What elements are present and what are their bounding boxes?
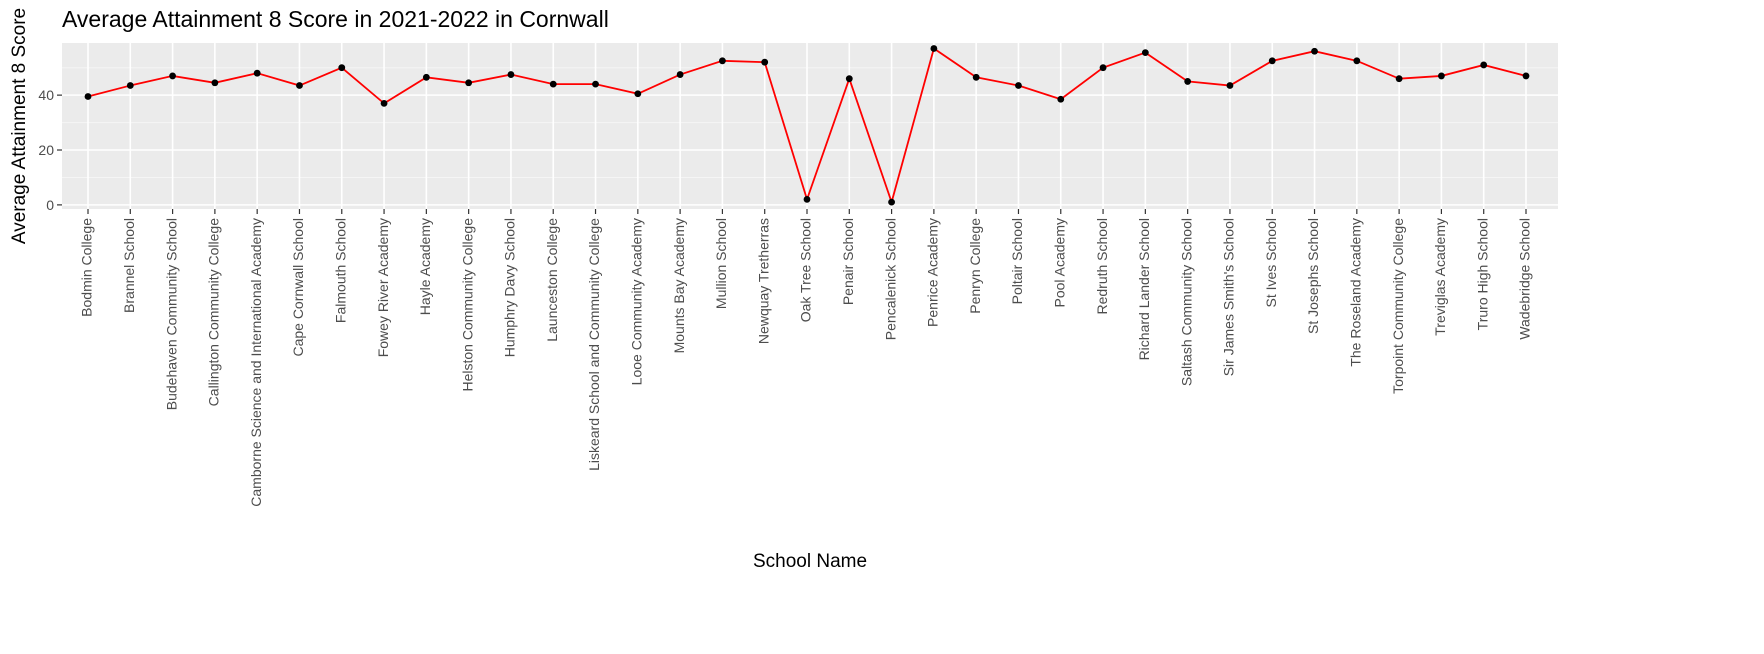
x-tick-label: Humphry Davy School	[502, 218, 518, 357]
x-tick-label: Pool Academy	[1051, 218, 1067, 308]
data-point	[888, 198, 895, 206]
x-tick-label: Bodmin College	[79, 218, 95, 317]
data-point	[972, 73, 980, 81]
data-point	[422, 73, 430, 81]
data-point	[1438, 72, 1445, 80]
x-tick-label: Torpoint Community College	[1390, 218, 1406, 394]
data-point	[930, 45, 938, 52]
x-tick-label: Liskeard School and Community College	[586, 218, 602, 471]
x-tick-label: Richard Lander School	[1136, 218, 1152, 360]
data-point	[719, 57, 726, 65]
y-axis-title: Average Attainment 8 Score	[9, 8, 30, 244]
data-point	[465, 79, 473, 87]
data-point	[592, 80, 599, 88]
data-point	[169, 72, 176, 80]
data-point	[211, 79, 219, 87]
x-tick-label: St Josephs School	[1305, 218, 1321, 334]
x-tick-label: Camborne Science and International Acade…	[248, 218, 264, 507]
x-tick-label: Launceston College	[544, 218, 560, 342]
plot-panel	[62, 43, 1558, 209]
data-point	[1480, 61, 1488, 69]
chart-title: Average Attainment 8 Score in 2021-2022 …	[62, 6, 609, 32]
x-tick-label: Penair School	[840, 218, 856, 305]
x-tick-label: Oak Tree School	[798, 218, 814, 322]
y-tick-label: 20	[38, 142, 54, 158]
x-tick-label: Redruth School	[1094, 218, 1110, 315]
x-tick-label: Falmouth School	[332, 218, 348, 323]
data-point	[1395, 75, 1403, 83]
x-tick-label: Mullion School	[713, 218, 729, 309]
x-tick-label: Pencalenick School	[882, 218, 898, 340]
x-tick-label: Helston Community College	[459, 218, 475, 392]
data-point	[1311, 47, 1318, 55]
data-point	[507, 71, 515, 78]
x-tick-label: Saltash Community School	[1178, 218, 1194, 386]
x-tick-label: Looe Community Academy	[629, 218, 645, 385]
data-point	[253, 69, 261, 77]
data-point	[845, 75, 853, 83]
x-tick-label: Truro High School	[1474, 218, 1490, 330]
data-point	[296, 82, 303, 89]
data-point	[1141, 49, 1149, 57]
data-point	[676, 71, 684, 78]
x-tick-label: Penrice Academy	[925, 218, 941, 327]
data-point	[380, 99, 388, 107]
x-axis-title: School Name	[753, 551, 867, 572]
x-tick-label: Cape Cornwall School	[290, 218, 306, 357]
x-tick-label: Callington Community College	[206, 218, 222, 407]
data-point	[803, 195, 811, 203]
x-tick-label: Budehaven Community School	[163, 218, 179, 410]
x-tick-label: Treviglas Academy	[1432, 218, 1448, 336]
x-tick-label: Poltair School	[1009, 218, 1025, 304]
data-point	[1057, 95, 1065, 103]
minor-gridlines	[62, 67, 1558, 178]
data-point	[1353, 57, 1361, 65]
y-tick-label: 0	[46, 197, 54, 213]
data-point	[1522, 72, 1530, 80]
data-points	[84, 45, 1530, 206]
data-point	[761, 58, 769, 66]
x-tick-label: Hayle Academy	[417, 218, 433, 315]
x-tick-label: St Ives School	[1263, 218, 1279, 308]
x-tick-label: Fowey River Academy	[375, 218, 391, 357]
data-point	[126, 82, 134, 89]
data-point	[1226, 82, 1234, 89]
data-point	[1184, 78, 1192, 85]
data-point	[1268, 57, 1276, 65]
data-point	[1099, 64, 1107, 72]
data-point	[338, 64, 346, 72]
x-tick-label: Mounts Bay Academy	[671, 218, 687, 353]
y-axis: 0 20 40	[38, 87, 62, 213]
x-tick-label: The Roseland Academy	[1348, 218, 1364, 367]
x-tick-label: Wadebridge School	[1517, 218, 1533, 340]
data-point	[1015, 82, 1022, 89]
data-point	[549, 80, 557, 88]
x-axis: Bodmin College Brannel School Budehaven Co…	[79, 209, 1533, 507]
data-point	[84, 93, 92, 100]
data-point	[634, 90, 642, 98]
major-gridlines	[62, 43, 1558, 209]
y-tick-label: 40	[38, 87, 54, 103]
x-tick-label: Brannel School	[121, 218, 137, 313]
x-tick-label: Penryn College	[967, 218, 983, 314]
x-tick-label: Newquay Tretherras	[755, 218, 771, 344]
x-tick-label: Sir James Smith's School	[1221, 218, 1237, 376]
